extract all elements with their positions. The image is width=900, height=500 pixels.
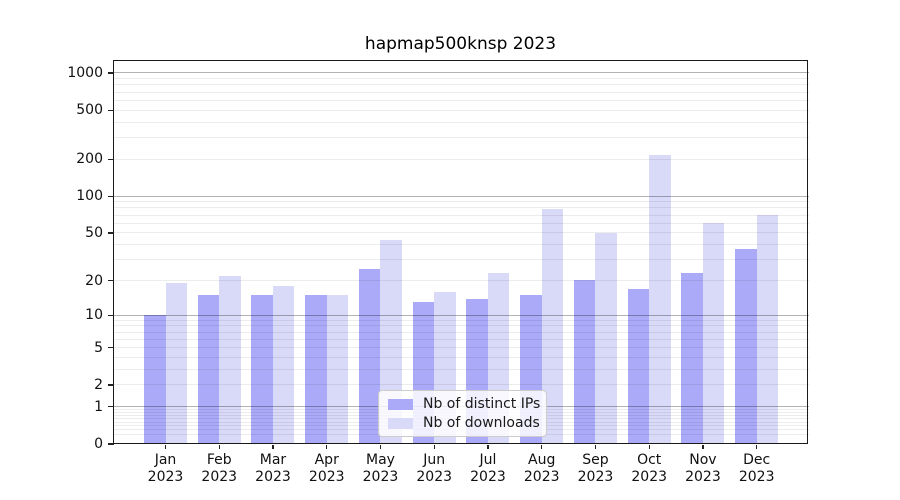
y-tick-label: 10 <box>85 307 103 324</box>
x-tick-label: Apr 2023 <box>308 452 345 485</box>
bar-downloads-dec <box>756 215 779 444</box>
bar-downloads-oct <box>649 155 671 444</box>
x-tick-label: May 2023 <box>362 452 399 485</box>
x-tick-mark <box>702 444 704 450</box>
bar-downloads-jan <box>165 283 187 444</box>
y-tick-label: 500 <box>76 102 103 119</box>
bar-ips-oct <box>627 288 650 444</box>
x-tick-label: Oct 2023 <box>631 452 668 485</box>
x-tick-label: Sep 2023 <box>577 452 614 485</box>
x-tick-label: Feb 2023 <box>201 452 238 485</box>
x-tick-mark <box>272 444 274 450</box>
legend: Nb of distinct IPs Nb of downloads <box>378 390 547 437</box>
legend-item-downloads: Nb of downloads <box>388 415 540 431</box>
x-tick-mark <box>541 444 543 450</box>
legend-swatch-downloads <box>388 417 413 429</box>
bar-ips-sep <box>573 280 596 444</box>
x-tick-mark <box>487 444 489 450</box>
x-tick-mark <box>379 444 382 450</box>
y-tick-mark <box>107 314 114 316</box>
bar-ips-jan <box>144 315 166 444</box>
y-tick-mark <box>107 109 114 111</box>
bar-ips-apr <box>305 295 327 444</box>
y-tick-mark <box>107 158 114 160</box>
y-tick-label: 20 <box>85 272 103 289</box>
x-tick-mark <box>433 444 435 450</box>
x-tick-mark <box>326 444 328 450</box>
x-tick-mark <box>594 444 597 450</box>
x-tick-label: Nov 2023 <box>685 452 721 485</box>
bar-ips-dec <box>735 248 757 444</box>
legend-label-distinct-ips: Nb of distinct IPs <box>423 396 541 412</box>
x-tick-label: Aug 2023 <box>523 452 560 485</box>
y-tick-mark <box>107 72 114 74</box>
y-tick-mark <box>107 232 114 234</box>
legend-item-distinct-ips: Nb of distinct IPs <box>388 396 541 412</box>
x-tick-mark <box>756 444 758 450</box>
bar-ips-mar <box>251 295 273 444</box>
x-tick-label: Jun 2023 <box>416 452 453 485</box>
bars-layer <box>114 61 809 444</box>
bar-ips-may <box>358 269 381 444</box>
y-tick-label: 200 <box>76 151 103 168</box>
bar-ips-nov <box>681 273 703 444</box>
x-tick-mark <box>648 444 650 450</box>
x-tick-label: Jul 2023 <box>470 452 506 485</box>
chart-title: hapmap500knsp 2023 <box>364 34 557 54</box>
x-tick-label: Mar 2023 <box>255 452 291 485</box>
x-tick-mark <box>218 444 220 450</box>
x-tick-label: Jan 2023 <box>147 452 184 485</box>
y-tick-label: 5 <box>94 339 103 356</box>
bar-downloads-feb <box>219 275 241 444</box>
y-tick-label: 0 <box>94 436 103 452</box>
y-tick-label: 100 <box>76 188 103 205</box>
plot-area <box>113 61 809 444</box>
y-tick-mark <box>107 279 114 282</box>
x-tick-mark <box>164 444 167 450</box>
bar-downloads-apr <box>326 295 349 444</box>
bar-downloads-nov <box>702 223 725 444</box>
y-tick-label: 1000 <box>67 64 103 81</box>
bar-downloads-mar <box>272 285 295 444</box>
y-tick-mark <box>107 195 114 197</box>
y-tick-mark <box>107 443 114 445</box>
y-tick-mark <box>107 347 114 349</box>
y-tick-mark <box>107 384 114 386</box>
bar-downloads-sep <box>595 232 617 444</box>
y-tick-label: 2 <box>94 377 103 393</box>
y-tick-label: 1 <box>94 398 103 415</box>
y-tick-mark <box>107 406 114 408</box>
legend-swatch-distinct-ips <box>388 398 413 410</box>
legend-label-downloads: Nb of downloads <box>423 415 540 431</box>
x-tick-label: Dec 2023 <box>738 452 775 485</box>
y-tick-label: 50 <box>85 224 103 241</box>
bar-ips-feb <box>197 295 220 444</box>
